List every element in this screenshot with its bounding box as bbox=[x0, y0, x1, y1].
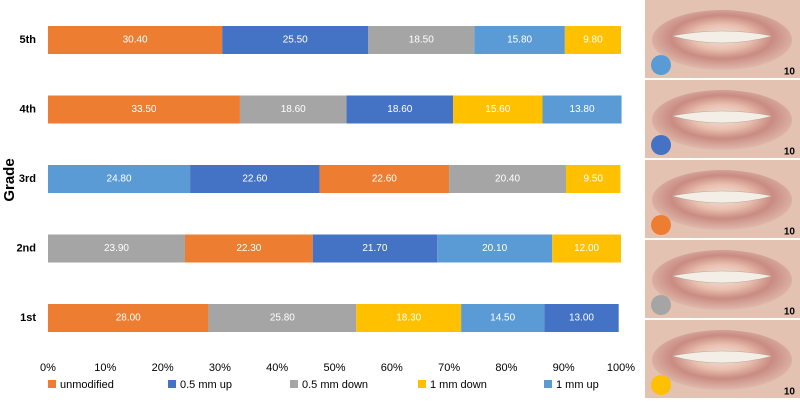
bar-segment bbox=[319, 165, 450, 193]
value-label: 21.70 bbox=[362, 243, 387, 254]
x-tick-label: 20% bbox=[152, 362, 174, 374]
value-label: 20.40 bbox=[495, 174, 520, 185]
bar-segment bbox=[222, 26, 369, 54]
value-label: 9.50 bbox=[583, 174, 603, 185]
bar-segment bbox=[48, 95, 240, 124]
x-tick-label: 50% bbox=[323, 362, 345, 374]
photo-label: 10 bbox=[784, 307, 796, 318]
x-tick-label: 60% bbox=[381, 362, 403, 374]
bar-segment bbox=[552, 234, 621, 263]
value-label: 18.60 bbox=[387, 104, 412, 115]
photo-teeth bbox=[671, 30, 773, 44]
value-label: 13.80 bbox=[570, 104, 595, 115]
photo-marker bbox=[651, 295, 671, 315]
value-label: 9.80 bbox=[583, 35, 603, 46]
photo-teeth bbox=[671, 110, 773, 124]
bar-segment bbox=[48, 26, 223, 54]
value-label: 23.90 bbox=[104, 243, 129, 254]
value-label: 18.60 bbox=[281, 104, 306, 115]
y-tick-label: 5th bbox=[20, 34, 37, 46]
photo-marker bbox=[651, 135, 671, 155]
photo-marker bbox=[651, 215, 671, 235]
bar-segment bbox=[542, 95, 622, 124]
value-label: 25.80 bbox=[270, 313, 295, 324]
y-axis-label: Grade bbox=[1, 158, 18, 201]
legend-label: 0.5 mm up bbox=[180, 379, 232, 391]
x-tick-label: 100% bbox=[607, 362, 635, 374]
bar-segment bbox=[239, 95, 347, 124]
value-label: 22.60 bbox=[372, 174, 397, 185]
value-label: 25.50 bbox=[283, 35, 308, 46]
x-tick-label: 10% bbox=[94, 362, 116, 374]
photo-marker bbox=[651, 375, 671, 395]
legend-label: 1 mm up bbox=[556, 379, 599, 391]
value-label: 15.60 bbox=[485, 104, 510, 115]
value-label: 22.30 bbox=[236, 243, 261, 254]
y-tick-label: 4th bbox=[20, 103, 37, 115]
bar-segment bbox=[564, 26, 621, 54]
x-tick-label: 0% bbox=[40, 362, 56, 374]
value-label: 24.80 bbox=[107, 174, 132, 185]
bar-segment bbox=[346, 95, 454, 124]
photo-teeth bbox=[671, 270, 773, 284]
bar-segment bbox=[208, 304, 357, 332]
bar-segment bbox=[461, 304, 545, 332]
bar-segment bbox=[48, 234, 185, 263]
value-label: 15.80 bbox=[507, 35, 532, 46]
value-label: 13.00 bbox=[569, 313, 594, 324]
value-label: 12.00 bbox=[574, 243, 599, 254]
legend-swatch bbox=[48, 380, 56, 388]
photo-label: 10 bbox=[784, 387, 796, 398]
legend-label: unmodified bbox=[60, 379, 114, 391]
photo-teeth bbox=[671, 350, 773, 364]
legend-swatch bbox=[544, 380, 552, 388]
legend-label: 0.5 mm down bbox=[302, 379, 368, 391]
value-label: 18.30 bbox=[396, 313, 421, 324]
value-label: 22.60 bbox=[242, 174, 267, 185]
photo-label: 10 bbox=[784, 227, 796, 238]
x-tick-label: 40% bbox=[266, 362, 288, 374]
legend-swatch bbox=[168, 380, 176, 388]
value-label: 18.50 bbox=[409, 35, 434, 46]
bar-segment bbox=[190, 165, 320, 193]
bar-segment bbox=[565, 165, 621, 193]
bar-segment bbox=[368, 26, 475, 54]
bar-segment bbox=[449, 165, 566, 193]
legend-label: 1 mm down bbox=[430, 379, 487, 391]
photo-label: 10 bbox=[784, 67, 796, 78]
bar-segment bbox=[184, 234, 313, 263]
x-tick-label: 90% bbox=[553, 362, 575, 374]
bar-segment bbox=[544, 304, 619, 332]
photo-marker bbox=[651, 55, 671, 75]
bar-segment bbox=[48, 165, 191, 193]
photo-teeth bbox=[671, 190, 773, 204]
value-label: 28.00 bbox=[116, 313, 141, 324]
x-tick-label: 70% bbox=[438, 362, 460, 374]
bar-segment bbox=[453, 95, 543, 124]
bar-segment bbox=[437, 234, 553, 263]
value-label: 20.10 bbox=[482, 243, 507, 254]
bar-segment bbox=[474, 26, 565, 54]
legend-swatch bbox=[418, 380, 426, 388]
bar-segment bbox=[48, 304, 209, 332]
legend-swatch bbox=[290, 380, 298, 388]
y-tick-label: 1st bbox=[20, 312, 36, 324]
bar-segment bbox=[356, 304, 462, 332]
y-tick-label: 2nd bbox=[16, 242, 36, 254]
value-label: 14.50 bbox=[490, 313, 515, 324]
x-tick-label: 30% bbox=[209, 362, 231, 374]
photo-label: 10 bbox=[784, 147, 796, 158]
bar-segment bbox=[312, 234, 438, 263]
value-label: 30.40 bbox=[123, 35, 148, 46]
value-label: 33.50 bbox=[131, 104, 156, 115]
y-tick-label: 3rd bbox=[19, 173, 36, 185]
x-tick-label: 80% bbox=[495, 362, 517, 374]
